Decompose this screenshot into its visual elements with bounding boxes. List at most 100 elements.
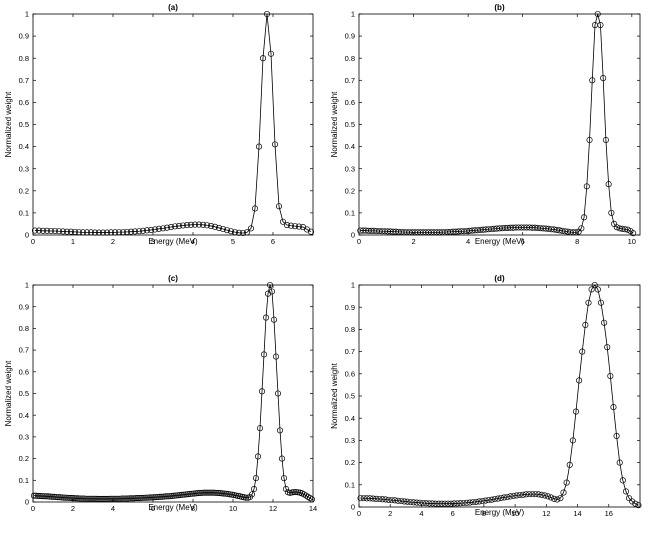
x-tick-label: 4 bbox=[466, 237, 470, 246]
data-point bbox=[460, 499, 467, 507]
data-point bbox=[600, 75, 607, 82]
data-point bbox=[68, 495, 76, 502]
data-point bbox=[307, 228, 315, 235]
data-point bbox=[382, 496, 389, 503]
data-point bbox=[227, 228, 235, 235]
y-axis-label: Normalized weight bbox=[4, 91, 13, 158]
data-point bbox=[83, 229, 91, 236]
data-point bbox=[513, 492, 520, 499]
data-point bbox=[44, 493, 52, 500]
data-point bbox=[271, 141, 279, 148]
data-point bbox=[112, 495, 120, 502]
data-point bbox=[278, 455, 286, 462]
data-point bbox=[60, 494, 68, 501]
data-point bbox=[98, 495, 106, 503]
data-point bbox=[130, 495, 138, 502]
data-point bbox=[186, 490, 194, 498]
x-tick-label: 0 bbox=[357, 237, 361, 246]
data-point bbox=[379, 496, 386, 503]
y-tick-label: 0.7 bbox=[19, 346, 29, 355]
y-tick-label: 0.8 bbox=[19, 324, 29, 333]
x-axis-label: Energy (MeV) bbox=[475, 508, 525, 517]
x-tick-label: 0 bbox=[31, 237, 35, 246]
y-axis-label: Normalized weight bbox=[330, 91, 339, 158]
data-point bbox=[119, 229, 127, 236]
data-point bbox=[67, 228, 75, 235]
data-point bbox=[535, 491, 542, 498]
data-point bbox=[100, 495, 108, 503]
data-point bbox=[159, 225, 167, 232]
data-point bbox=[255, 143, 263, 150]
data-point bbox=[51, 227, 59, 235]
data-point bbox=[516, 491, 523, 499]
data-point bbox=[118, 495, 126, 502]
plot-frame bbox=[32, 13, 314, 236]
y-tick-label: 0.9 bbox=[19, 302, 29, 311]
data-point bbox=[162, 493, 170, 500]
data-point bbox=[128, 495, 136, 502]
data-point bbox=[466, 499, 473, 506]
x-axis-label: Energy (MeV) bbox=[148, 503, 198, 512]
data-point bbox=[438, 500, 445, 507]
data-point bbox=[226, 491, 234, 498]
data-point bbox=[96, 495, 104, 503]
data-point bbox=[451, 500, 458, 507]
y-tick-label: 1 bbox=[351, 10, 355, 19]
data-point bbox=[166, 493, 174, 500]
chart-title: (c) bbox=[168, 274, 178, 283]
data-point bbox=[74, 495, 82, 502]
data-point bbox=[222, 490, 230, 497]
data-point bbox=[572, 408, 580, 415]
y-tick-label: 0 bbox=[351, 503, 355, 512]
data-point bbox=[488, 496, 495, 503]
data-point bbox=[401, 498, 408, 505]
data-point bbox=[385, 496, 392, 503]
data-point bbox=[38, 493, 46, 500]
data-point bbox=[194, 490, 202, 497]
data-point bbox=[463, 499, 470, 506]
data-point bbox=[510, 492, 517, 499]
data-point bbox=[276, 427, 284, 434]
x-tick-label: 8 bbox=[482, 509, 486, 518]
data-point bbox=[589, 77, 596, 84]
y-tick-label: 0.9 bbox=[19, 32, 29, 41]
data-point bbox=[560, 489, 567, 496]
data-point bbox=[31, 227, 39, 234]
data-point bbox=[195, 221, 203, 228]
data-point bbox=[231, 229, 239, 236]
data-point bbox=[601, 319, 608, 326]
data-point bbox=[116, 495, 124, 502]
data-point bbox=[454, 500, 461, 507]
data-point bbox=[538, 491, 545, 498]
data-point bbox=[79, 229, 87, 236]
data-point bbox=[526, 491, 533, 498]
data-point bbox=[291, 223, 299, 230]
x-tick-label: 3 bbox=[151, 237, 155, 246]
data-point bbox=[267, 50, 275, 57]
x-tick-label: 6 bbox=[271, 237, 275, 246]
data-point bbox=[394, 497, 402, 504]
data-point bbox=[64, 494, 72, 501]
data-point bbox=[87, 229, 95, 236]
data-point bbox=[426, 500, 433, 507]
data-point bbox=[369, 495, 377, 502]
y-tick-label: 0.7 bbox=[345, 76, 355, 85]
data-point bbox=[258, 388, 266, 395]
data-point bbox=[147, 226, 155, 233]
data-point bbox=[56, 494, 64, 501]
data-point bbox=[132, 495, 140, 502]
data-point bbox=[588, 286, 595, 293]
data-point bbox=[630, 230, 637, 237]
data-point bbox=[259, 55, 267, 62]
data-point bbox=[199, 221, 207, 228]
y-tick-label: 0.2 bbox=[345, 186, 355, 195]
data-point bbox=[84, 495, 92, 502]
data-point bbox=[82, 495, 90, 502]
data-point bbox=[35, 227, 43, 234]
data-point bbox=[114, 495, 122, 502]
y-tick-label: 0.4 bbox=[19, 142, 29, 151]
data-point bbox=[163, 224, 171, 231]
data-point bbox=[86, 495, 94, 502]
